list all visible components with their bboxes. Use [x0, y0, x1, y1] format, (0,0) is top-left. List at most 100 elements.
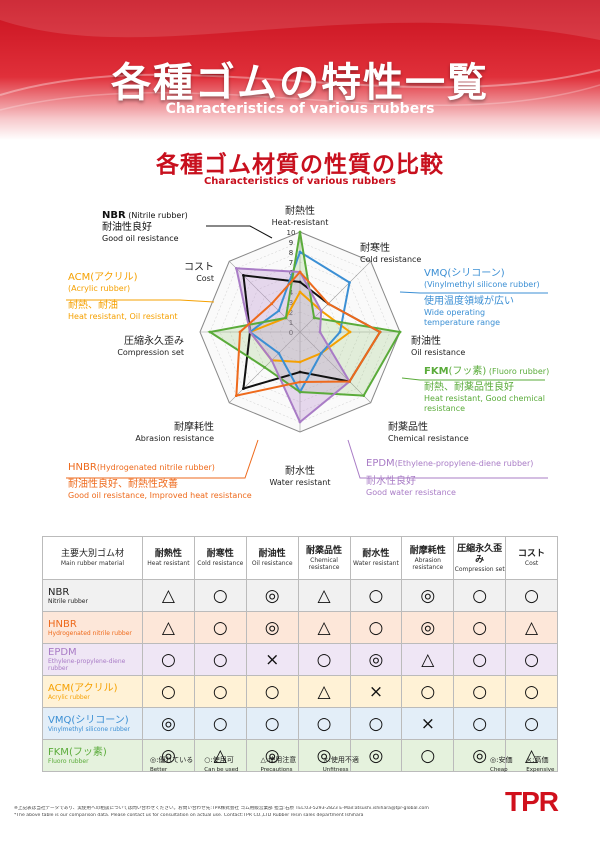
rating-cell: ◎ — [142, 739, 195, 772]
table-row: FKM(フッ素) Fluoro rubber ◎ △ ◎ ◎ ◎ ○ ◎ △ — [42, 739, 558, 772]
rating-cell: ○ — [349, 707, 403, 740]
axis-label-oil: 耐油性 Oil resistance — [411, 336, 466, 357]
row-material-name: NBR Nitrile rubber — [42, 579, 143, 612]
radar-tick-label: 1 — [289, 319, 293, 327]
series-leader-line — [206, 225, 273, 239]
rating-cell: △ — [505, 739, 558, 772]
column-header: 耐水性 Water resistant — [349, 536, 403, 580]
rating-cell: △ — [297, 579, 351, 612]
radar-tick-label: 4 — [289, 289, 294, 297]
radar-tick-label: 8 — [289, 249, 293, 257]
series-point-nbr — [298, 280, 302, 284]
series-point-hnbr — [298, 380, 302, 384]
series-point-vmq — [348, 281, 351, 284]
legend-item: ◎:優れている Better — [150, 756, 194, 773]
series-point-acm — [298, 360, 302, 364]
table-corner-header: 主要大別ゴム材 Main rubber material — [42, 536, 143, 580]
material-name-jp: HNBR — [48, 618, 77, 630]
material-name-en: Vinylmethyl silicone rubber — [48, 725, 131, 733]
series-leader-line — [401, 377, 545, 381]
axis-label-chemical: 耐薬品性 Chemical resistance — [388, 422, 469, 443]
rating-cell: ◎ — [297, 739, 351, 772]
rating-cell: ◎ — [142, 707, 195, 740]
rating-cell: ○ — [245, 675, 299, 708]
radar-grid-ring — [269, 301, 331, 363]
page-title: 各種ゴムの特性一覧 — [111, 60, 489, 106]
radar-grid-ring — [239, 271, 361, 393]
axis-label-cold: 耐寒性 Cold resistance — [360, 243, 422, 264]
rating-cell: ○ — [142, 643, 195, 676]
legend-item: △:使用注意 Precautions — [260, 756, 297, 773]
series-point-fkm — [312, 316, 316, 320]
column-header: 耐薬品性 Chemical resistance — [297, 536, 351, 580]
rating-cell: △ — [401, 643, 455, 676]
series-point-hnbr — [298, 270, 302, 274]
material-name-en: Hydrogenated nitrile rubber — [48, 629, 132, 637]
rating-cell: ○ — [453, 579, 507, 612]
series-point-epdm — [234, 266, 238, 270]
table-row: NBR Nitrile rubber △ ○ ◎ △ ○ ◎ ○ ○ — [42, 579, 558, 612]
material-name-jp: NBR — [48, 586, 70, 598]
column-header: 耐油性 Oil resistance — [245, 536, 299, 580]
rating-cell: × — [245, 643, 299, 676]
series-point-nbr — [242, 274, 245, 277]
rating-cell: ○ — [505, 643, 558, 676]
header-banner — [0, 0, 600, 140]
footnote-jp: ※上記表は当社データであり、実使用への相談については問い合わせください。お問い合… — [14, 806, 429, 811]
series-point-nbr — [242, 387, 245, 390]
rating-cell: ◎ — [245, 611, 299, 644]
radar-tick-label: 7 — [289, 259, 293, 267]
radar-tick-label: 3 — [289, 299, 293, 307]
rating-cell: ○ — [349, 579, 403, 612]
series-point-epdm — [248, 330, 252, 334]
column-header: 耐熱性 Heat resistant — [142, 536, 195, 580]
material-name-en: Nitrile rubber — [48, 597, 88, 605]
axis-label-abrasion: 耐摩耗性 Abrasion resistance — [135, 422, 214, 443]
rating-cell: ◎ — [453, 739, 507, 772]
header-swoosh-decoration — [0, 0, 600, 111]
rating-cell: ◎ — [401, 579, 455, 612]
series-point-hnbr — [270, 302, 274, 306]
axis-label-compression: 圧縮永久歪み Compression set — [117, 336, 184, 357]
series-point-hnbr — [348, 380, 351, 383]
rating-cell: ◎ — [349, 643, 403, 676]
rating-legend: ◎:優れている Better ○:使用可 Can be used △:使用注意 Pre… — [150, 756, 383, 775]
rating-cell: ○ — [453, 643, 507, 676]
material-name-jp: FKM(フッ素) — [48, 746, 107, 758]
cost-legend: ◎:安価 Cheap ×:高価 Expensive — [490, 756, 562, 775]
rating-cell: △ — [505, 611, 558, 644]
series-point-acm — [298, 290, 302, 294]
rating-cell: ○ — [245, 707, 299, 740]
row-material-name: EPDM Ethylene-propylene-diene rubber — [42, 643, 143, 676]
material-name-en: Acrylic rubber — [48, 693, 90, 701]
series-point-fkm — [263, 365, 267, 369]
rating-cell: ○ — [193, 579, 247, 612]
series-leader-line — [347, 439, 548, 479]
series-point-fkm — [398, 330, 402, 334]
column-header: 圧縮永久歪み Compression set — [453, 536, 507, 580]
column-header: コスト Cost — [505, 536, 558, 580]
chart-title: 各種ゴム材質の性質の比較 — [156, 152, 444, 178]
legend-item: ○:使用可 Can be used — [204, 756, 239, 773]
radar-tick-label: 9 — [289, 239, 293, 247]
series-label-vmq: VMQ(シリコーン) (Vinylmethyl silicone rubber)… — [424, 268, 540, 327]
rating-cell: △ — [297, 611, 351, 644]
rating-cell: ○ — [505, 579, 558, 612]
radar-tick-label: 10 — [287, 229, 296, 237]
series-point-nbr — [298, 370, 302, 374]
series-leader-line — [399, 291, 548, 294]
row-material-name: FKM(フッ素) Fluoro rubber — [42, 739, 143, 772]
series-point-vmq — [277, 351, 281, 355]
table-header-row: 主要大別ゴム材 Main rubber material 耐熱性 Heat res… — [42, 536, 558, 580]
rating-cell: △ — [142, 579, 195, 612]
rating-cell: ○ — [193, 675, 247, 708]
rating-cell: ○ — [297, 707, 351, 740]
series-leader-line — [66, 299, 215, 303]
series-point-fkm — [284, 316, 288, 320]
series-point-hnbr — [234, 394, 238, 398]
material-name-jp: ACM(アクリル) — [48, 682, 118, 694]
material-name-en: Ethylene-propylene-diene rubber — [48, 658, 126, 672]
column-header: 耐寒性 Cold resistance — [193, 536, 247, 580]
legend-item: ×:高価 Expensive — [526, 756, 555, 773]
